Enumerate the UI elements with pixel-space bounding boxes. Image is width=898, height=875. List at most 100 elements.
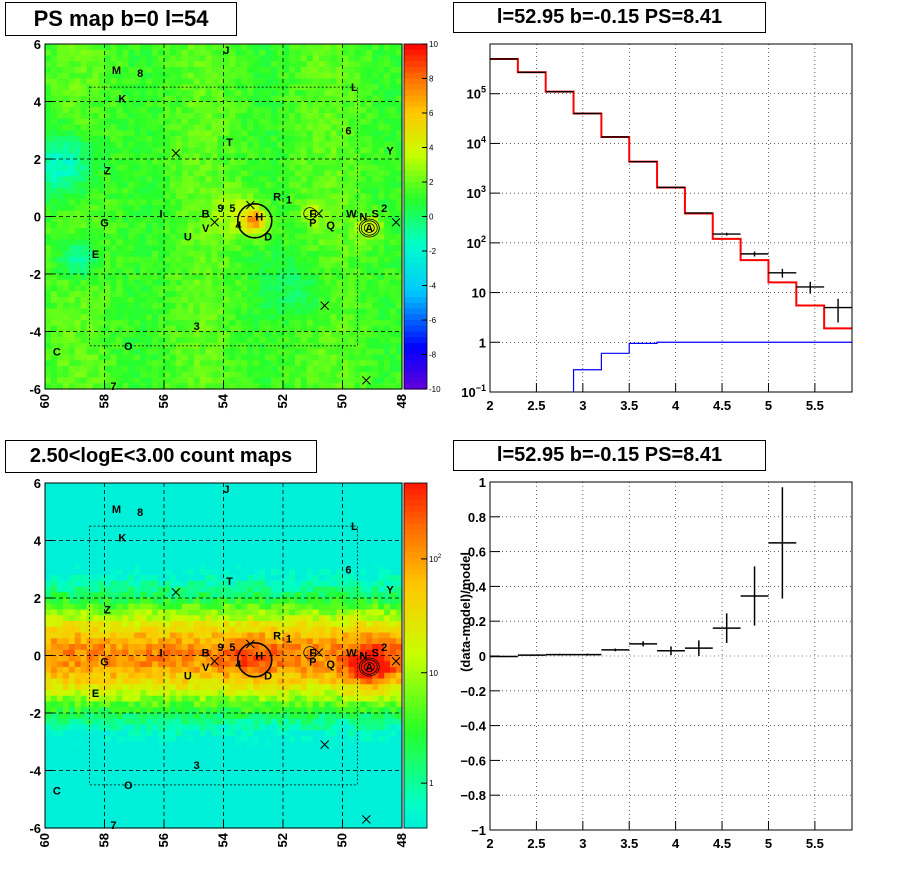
y-tick-label: 10−1 <box>461 383 486 400</box>
y-tick-label: 10 <box>472 286 486 301</box>
source-cross-marker <box>171 148 181 158</box>
source-cross-marker <box>314 209 324 218</box>
x-tick-label: 5.5 <box>806 398 824 413</box>
colorbar-tick-label: -10 <box>429 385 441 394</box>
y-tick-label: −1 <box>471 823 486 838</box>
y-tick-label: 1 <box>479 475 486 490</box>
source-label: C <box>53 347 61 359</box>
source-label: H <box>255 212 263 224</box>
y-tick-label: 103 <box>467 184 486 201</box>
source-label: S <box>372 209 379 221</box>
y-tick-label: −0.8 <box>460 788 486 803</box>
y-tick-label: 2 <box>34 591 41 606</box>
contour-ring <box>363 223 375 233</box>
source-label: 3 <box>194 760 200 772</box>
source-label: E <box>92 688 99 700</box>
x-tick-label: 4.5 <box>713 398 731 413</box>
count-map-title: 2.50<logE<3.00 count maps <box>5 440 317 473</box>
source-label: O <box>124 341 133 353</box>
contour-ring <box>360 220 378 236</box>
source-label: K <box>118 533 126 545</box>
x-tick-label: 5 <box>765 836 772 851</box>
y-tick-label: -2 <box>29 267 41 282</box>
target-circle <box>236 642 273 678</box>
x-tick-label: 2 <box>486 836 493 851</box>
source-label: M <box>112 65 121 77</box>
residual-title: l=52.95 b=-0.15 PS=8.41 <box>453 440 766 471</box>
ps_map-roi-box <box>89 86 358 347</box>
source-label: S <box>372 648 379 660</box>
source-label: R <box>273 630 281 642</box>
y-tick-label: −0.4 <box>460 719 486 734</box>
source-label: V <box>202 662 210 674</box>
source-label: D <box>264 232 272 244</box>
residual-panel: 2 2.5 3 3.5 4 4.5 5 5.5 1 0.8 0.6 0.4 0.2 0 −0.2 −0.4 −0… <box>458 475 853 851</box>
y-tick-label: 104 <box>467 134 486 151</box>
x-tick-label: 3.5 <box>620 398 638 413</box>
spectrum-grid <box>489 44 852 393</box>
source-label: J <box>223 45 229 57</box>
x-tick-label: 56 <box>156 833 171 847</box>
count_map-colorbar: 102 10 1 <box>403 482 442 829</box>
y-tick-label: 6 <box>34 476 41 491</box>
x-tick-label: 48 <box>394 394 409 408</box>
source-label: 1 <box>286 194 292 206</box>
source-cross-marker <box>320 740 330 749</box>
count_map-roi-box <box>89 525 358 786</box>
source-label: V <box>202 223 210 235</box>
target-circle <box>236 203 273 239</box>
colorbar-tick-label: -4 <box>429 282 437 291</box>
x-tick-label: 2.5 <box>527 398 545 413</box>
source-label: 8 <box>137 68 143 80</box>
y-tick-label: 1 <box>479 335 486 350</box>
contour-ring <box>363 662 375 672</box>
y-tick-label: 102 <box>467 234 486 251</box>
x-tick-label: 60 <box>37 394 52 408</box>
x-tick-label: 3.5 <box>620 836 638 851</box>
source-label: U <box>184 232 192 244</box>
x-tick-label: 2.5 <box>527 836 545 851</box>
source-label: G <box>100 217 109 229</box>
x-tick-label: 4 <box>672 836 680 851</box>
y-tick-label: 4 <box>34 95 42 110</box>
colorbar-tick-label: 0 <box>429 213 434 222</box>
contour-ring <box>358 218 380 238</box>
source-cross-marker <box>361 376 371 385</box>
source-label: 5 <box>229 203 235 215</box>
source-label: N <box>359 651 367 663</box>
colorbar-tick-label: 8 <box>429 75 434 84</box>
y-tick-label: -6 <box>29 821 41 836</box>
y-tick-label: 0.2 <box>468 614 486 629</box>
colorbar-tick-label: 10 <box>429 669 438 678</box>
colorbar-tick-label: 10 <box>429 40 438 49</box>
y-tick-label: 0 <box>34 649 41 664</box>
source-label: F <box>309 648 316 660</box>
contour-ring <box>303 207 317 221</box>
model-source-line <box>572 341 852 392</box>
y-tick-label: 0.6 <box>468 545 486 560</box>
colorbar-tick-label: 4 <box>429 144 434 153</box>
x-tick-label: 3 <box>579 836 586 851</box>
y-tick-label: -4 <box>29 325 41 340</box>
source-label: U <box>184 671 192 683</box>
spectrum-frame <box>489 43 853 393</box>
x-tick-label: 56 <box>156 394 171 408</box>
source-cross-marker <box>314 648 324 657</box>
source-label: C <box>53 786 61 798</box>
source-label: A <box>365 223 373 235</box>
x-tick-label: 50 <box>335 833 350 847</box>
source-label: B <box>202 648 210 660</box>
y-tick-label: −0.6 <box>460 753 486 768</box>
source-label: 7 <box>110 381 116 393</box>
source-cross-marker <box>171 587 181 597</box>
source-label: 3 <box>194 321 200 333</box>
count_map-cells <box>45 483 403 829</box>
source-label: H <box>255 651 263 663</box>
source-label: L <box>351 82 358 94</box>
source-label: Y <box>386 584 394 596</box>
x-tick-label: 54 <box>216 393 231 408</box>
colorbar-tick-label: 6 <box>429 109 434 118</box>
source-label: 2 <box>381 642 387 654</box>
